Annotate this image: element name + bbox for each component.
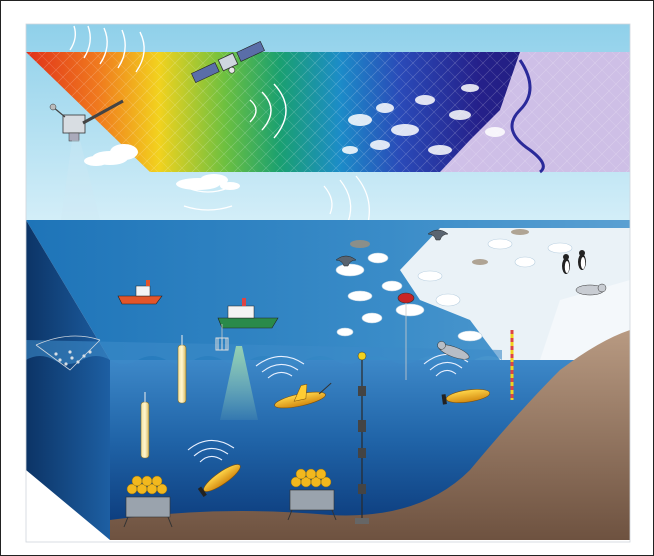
cloud-icon bbox=[176, 174, 240, 190]
signal-arcs-downlink bbox=[249, 83, 287, 139]
mooring-line-icon bbox=[355, 351, 369, 524]
seal-icon bbox=[437, 341, 470, 360]
seal-icon bbox=[575, 283, 607, 296]
cross-section-side bbox=[26, 220, 110, 540]
cloud-icon bbox=[84, 144, 138, 166]
penguin-icon bbox=[562, 254, 570, 274]
seafloor-lander-icon bbox=[123, 475, 173, 528]
supply-ship-icon bbox=[117, 280, 163, 305]
whale-tail-icon bbox=[427, 229, 449, 241]
penguin-icon bbox=[578, 250, 586, 270]
map-ice-floes bbox=[342, 84, 505, 155]
sea-ice-field bbox=[335, 228, 630, 360]
fishing-net-icon bbox=[35, 335, 101, 371]
signal-arcs-satellite bbox=[69, 25, 145, 73]
research-ship-icon bbox=[217, 298, 279, 348]
acoustic-arcs bbox=[187, 353, 469, 463]
surface-wave-edge bbox=[26, 340, 502, 364]
autonomous-vehicle-icon bbox=[197, 464, 241, 498]
ctd-rosette-icon bbox=[215, 337, 229, 351]
autonomous-vehicle-icon bbox=[441, 389, 491, 405]
profiling-float-icon bbox=[140, 392, 150, 459]
seafloor-lander-icon bbox=[287, 468, 337, 521]
panel-outline bbox=[25, 23, 631, 543]
sonar-beam bbox=[220, 346, 258, 420]
radar-satellite-icon bbox=[49, 99, 124, 142]
seafloor bbox=[110, 330, 630, 540]
satellite-sst-map bbox=[26, 52, 630, 174]
underwater-glider-icon bbox=[274, 382, 332, 409]
buoy-icon bbox=[397, 292, 415, 380]
profiling-float-icon bbox=[177, 335, 187, 404]
whale-tail-icon bbox=[335, 255, 357, 267]
satellite-icon bbox=[191, 41, 265, 83]
